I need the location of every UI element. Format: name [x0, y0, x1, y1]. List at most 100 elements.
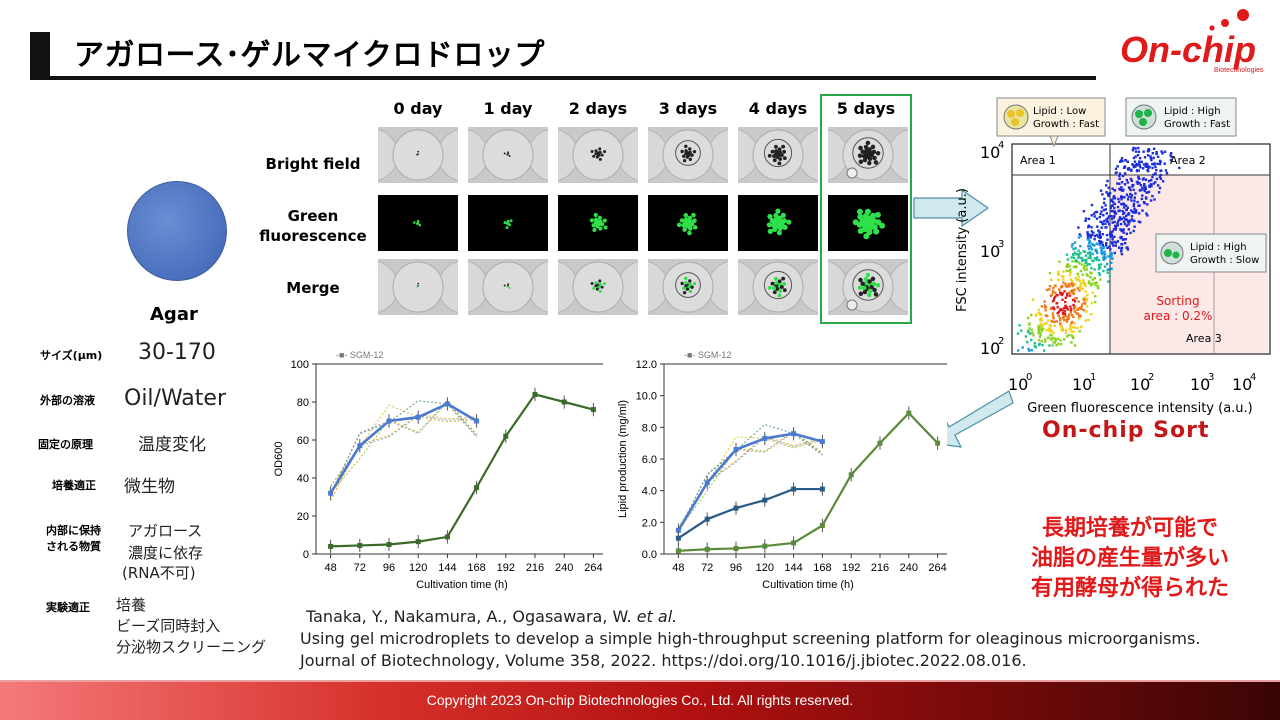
prop-value-fixation: 温度変化 — [138, 435, 206, 455]
flow-dot — [1098, 240, 1101, 243]
y-tick-label: 8.0 — [642, 422, 657, 434]
prop-value-external: Oil/Water — [124, 386, 226, 411]
flow-dot-cloud — [1016, 146, 1181, 352]
data-point — [532, 391, 538, 397]
flow-dot — [1158, 175, 1162, 179]
flow-dot — [1044, 306, 1048, 309]
flow-dot — [1104, 244, 1108, 247]
flow-dot — [1137, 175, 1140, 179]
flow-dot — [1109, 251, 1112, 255]
flow-dot — [1123, 165, 1127, 168]
conclusion-text: 長期培養が可能で 油脂の産生量が多い 有用酵母が得られた — [1000, 514, 1260, 604]
flow-dot — [1062, 275, 1065, 278]
flow-dot — [1153, 162, 1156, 165]
col-head-day0: 0 day — [393, 99, 443, 118]
data-point — [444, 401, 450, 407]
data-point — [590, 407, 596, 413]
flow-dot — [1102, 255, 1106, 258]
flow-dot — [1041, 343, 1044, 347]
flow-dot — [1044, 309, 1047, 312]
flow-dot — [1079, 314, 1082, 318]
y-tick-label: 0 — [303, 549, 309, 561]
flow-dot — [1028, 327, 1031, 330]
row-head-green-line2: fluorescence — [259, 227, 367, 245]
col-head-day4: 4 days — [748, 99, 808, 118]
data-point — [762, 497, 768, 503]
flow-dot — [1101, 193, 1104, 196]
flow-dot — [1102, 251, 1105, 255]
flow-dot — [1114, 224, 1117, 228]
flow-dot — [1145, 212, 1148, 215]
data-point — [357, 542, 363, 548]
flow-dot — [1063, 290, 1066, 293]
flow-dot — [1112, 227, 1116, 231]
flow-dot — [1158, 159, 1162, 163]
flow-dot — [1077, 236, 1081, 239]
flow-dot — [1124, 242, 1127, 245]
data-point — [503, 433, 509, 439]
flow-dot — [1047, 327, 1051, 330]
flow-dot — [1086, 252, 1090, 255]
micro-tile — [648, 259, 728, 315]
logo-text: On-chip — [1120, 29, 1256, 70]
flow-dot — [1071, 298, 1075, 302]
flow-dot — [1132, 156, 1136, 160]
flow-dot — [1101, 241, 1104, 244]
flow-dot — [1068, 274, 1072, 277]
flow-dot — [1089, 255, 1092, 258]
flow-dot — [1127, 223, 1130, 226]
flow-dot — [1059, 322, 1062, 325]
flow-dot — [1074, 283, 1077, 286]
flow-dot — [1145, 197, 1148, 200]
flow-dot — [1165, 171, 1169, 175]
flow-dot — [1084, 284, 1087, 287]
prop-value-culture: 微生物 — [124, 477, 175, 497]
micro-tile — [468, 127, 548, 183]
flow-dot — [1094, 248, 1097, 252]
flow-dot — [1145, 162, 1148, 165]
prop-label-fixation: 固定の原理 — [38, 438, 93, 451]
data-point — [848, 472, 854, 478]
flow-dot — [1144, 187, 1147, 190]
flow-dot — [1143, 156, 1147, 159]
flow-dot — [1039, 322, 1042, 325]
flow-dot — [1066, 285, 1070, 288]
flow-dot — [1047, 319, 1050, 322]
citation: Tanaka, Y., Nakamura, A., Ogasawara, W. … — [300, 606, 1275, 672]
flow-xtick-1: 10 — [1072, 375, 1092, 394]
flow-dot — [1040, 305, 1044, 308]
flow-dot — [1102, 258, 1105, 261]
flow-dot — [1120, 248, 1123, 251]
flow-dot — [1113, 202, 1116, 206]
flow-dot — [1131, 211, 1135, 214]
flow-dot — [1150, 184, 1153, 188]
flow-dot — [1136, 154, 1140, 157]
series-line — [677, 487, 823, 540]
y-tick-label: 2.0 — [642, 517, 657, 529]
flow-dot — [1072, 289, 1075, 293]
flow-dot — [1110, 209, 1113, 213]
flow-dot — [1113, 206, 1116, 210]
flow-dot — [1070, 341, 1073, 344]
flow-dot — [1107, 268, 1110, 271]
flow-dot — [1077, 278, 1080, 281]
flow-dot — [1087, 224, 1090, 228]
flow-dot — [1137, 150, 1141, 153]
flow-dot — [1061, 298, 1064, 301]
flow-dot — [1120, 157, 1124, 160]
y-tick-label: 12.0 — [636, 359, 657, 371]
flow-dot — [1068, 294, 1072, 297]
flow-dot — [1131, 149, 1135, 152]
flow-dot — [1078, 330, 1081, 333]
copyright-text: Copyright 2023 On-chip Biotechnologies C… — [426, 692, 854, 708]
data-point — [791, 431, 797, 437]
chart-legend-fragment: -■- SGM-12 — [336, 350, 383, 360]
flow-ytick-4-exp: 4 — [998, 140, 1004, 151]
data-point — [415, 414, 421, 420]
flow-dot — [1133, 199, 1136, 202]
flow-dot — [1134, 192, 1137, 195]
col-head-day3: 3 days — [658, 99, 718, 118]
flow-dot — [1061, 329, 1064, 332]
flow-dot — [1097, 267, 1101, 271]
flow-dot — [1064, 283, 1067, 286]
